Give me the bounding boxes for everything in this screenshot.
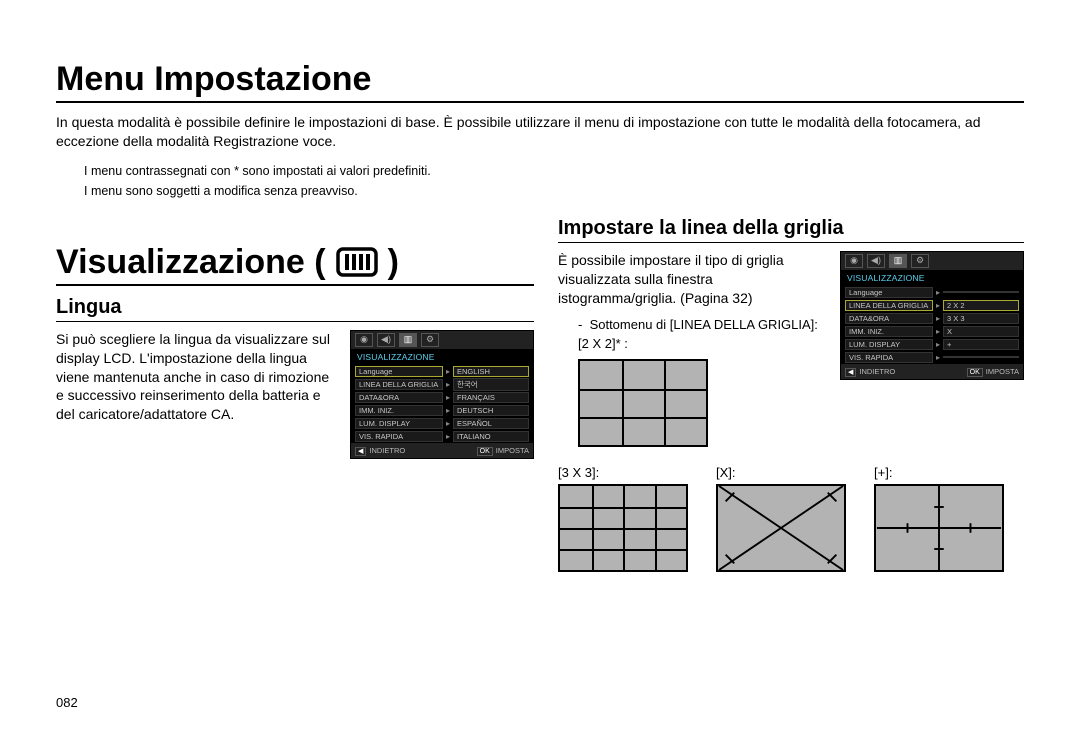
lcd-menu-value: 3 X 3 <box>943 313 1019 324</box>
lcd-title: VISUALIZZAZIONE <box>841 270 1023 286</box>
lcd-menu-key: VIS. RAPIDA <box>845 352 933 363</box>
lcd-tab-camera-icon: ◉ <box>355 333 373 347</box>
lcd-menu-key: VIS. RAPIDA <box>355 431 443 442</box>
intro-paragraph: In questa modalità è possibile definire … <box>56 113 1024 151</box>
lcd-tab-camera-icon: ◉ <box>845 254 863 268</box>
lcd-tab-display-icon: ▥ <box>399 333 417 347</box>
chevron-right-icon: ▸ <box>443 432 453 441</box>
lcd-tab-display-icon: ▥ <box>889 254 907 268</box>
lcd-ok-label: IMPOSTA <box>986 367 1019 376</box>
lcd-menu-value: ITALIANO <box>453 431 529 442</box>
chevron-right-icon: ▸ <box>443 393 453 402</box>
grid-diagram-2x2 <box>578 359 708 447</box>
lcd-menu-key: LUM. DISPLAY <box>355 418 443 429</box>
display-icon <box>336 247 378 277</box>
lcd-menu-value <box>943 356 1019 358</box>
griglia-paragraph: È possibile impostare il tipo di griglia… <box>558 251 828 308</box>
lcd-screenshot-griglia: ◉ ◀) ▥ ⚙ VISUALIZZAZIONE Language▸LINEA … <box>840 251 1024 380</box>
lcd-menu-value: ENGLISH <box>453 366 529 377</box>
lcd-menu-value: 한국어 <box>453 378 529 391</box>
note-2: I menu sono soggetti a modifica senza pr… <box>84 181 1024 201</box>
griglia-subnote: Sottomenu di [LINEA DELLA GRIGLIA]: <box>590 317 818 332</box>
lcd-back-label: INDIETRO <box>859 367 895 376</box>
vis-title-text: Visualizzazione ( <box>56 243 326 282</box>
lcd-menu-key: LINEA DELLA GRIGLIA <box>845 300 933 311</box>
chevron-right-icon: ▸ <box>443 367 453 376</box>
chevron-right-icon: ▸ <box>933 353 943 362</box>
lcd-menu-value: 2 X 2 <box>943 300 1019 311</box>
chevron-right-icon: ▸ <box>443 406 453 415</box>
lcd-menu-value: DEUTSCH <box>453 405 529 416</box>
lcd-menu-value <box>943 291 1019 293</box>
lcd-screenshot-lingua: ◉ ◀) ▥ ⚙ VISUALIZZAZIONE Language▸ENGLIS… <box>350 330 534 459</box>
chevron-right-icon: ▸ <box>933 288 943 297</box>
lcd-menu-key: LINEA DELLA GRIGLIA <box>355 379 443 390</box>
lcd-ok-label: IMPOSTA <box>496 446 529 455</box>
chevron-right-icon: ▸ <box>933 314 943 323</box>
lcd-menu-key: Language <box>845 287 933 298</box>
chevron-right-icon: ▸ <box>443 380 453 389</box>
chevron-right-icon: ▸ <box>443 419 453 428</box>
grid-label-x: [X]: <box>716 465 846 480</box>
grid-label-plus: [+]: <box>874 465 1004 480</box>
lcd-tab-sound-icon: ◀) <box>377 333 395 347</box>
lingua-paragraph: Si può scegliere la lingua da visualizza… <box>56 330 340 424</box>
lcd-back-label: INDIETRO <box>369 446 405 455</box>
lcd-menu-value: FRANÇAIS <box>453 392 529 403</box>
grid-label-3x3: [3 X 3]: <box>558 465 688 480</box>
lcd-title: VISUALIZZAZIONE <box>351 349 533 365</box>
lcd-menu-key: IMM. INIZ. <box>355 405 443 416</box>
chevron-right-icon: ▸ <box>933 301 943 310</box>
grid-diagram-x <box>716 484 846 572</box>
page-number: 082 <box>56 695 78 710</box>
lcd-menu-value: ESPAÑOL <box>453 418 529 429</box>
lcd-menu-key: DATA&ORA <box>355 392 443 403</box>
lcd-menu-key: Language <box>355 366 443 377</box>
lcd-menu-value: X <box>943 326 1019 337</box>
grid-diagram-plus <box>874 484 1004 572</box>
page-title-menu: Menu Impostazione <box>56 60 1024 103</box>
lcd-tab-settings-icon: ⚙ <box>421 333 439 347</box>
chevron-right-icon: ▸ <box>933 327 943 336</box>
lcd-menu-key: IMM. INIZ. <box>845 326 933 337</box>
lcd-tab-settings-icon: ⚙ <box>911 254 929 268</box>
vis-title-close: ) <box>388 243 399 282</box>
lcd-menu-key: DATA&ORA <box>845 313 933 324</box>
chevron-right-icon: ▸ <box>933 340 943 349</box>
note-1: I menu contrassegnati con * sono imposta… <box>84 161 1024 181</box>
lcd-tab-sound-icon: ◀) <box>867 254 885 268</box>
lingua-heading: Lingua <box>56 296 534 322</box>
page-title-visualizzazione: Visualizzazione ( ) <box>56 243 534 286</box>
griglia-heading: Impostare la linea della griglia <box>558 217 1024 243</box>
grid-label-2x2: [2 X 2]* : <box>578 336 628 351</box>
lcd-menu-value: + <box>943 339 1019 350</box>
grid-diagram-3x3 <box>558 484 688 572</box>
lcd-menu-key: LUM. DISPLAY <box>845 339 933 350</box>
